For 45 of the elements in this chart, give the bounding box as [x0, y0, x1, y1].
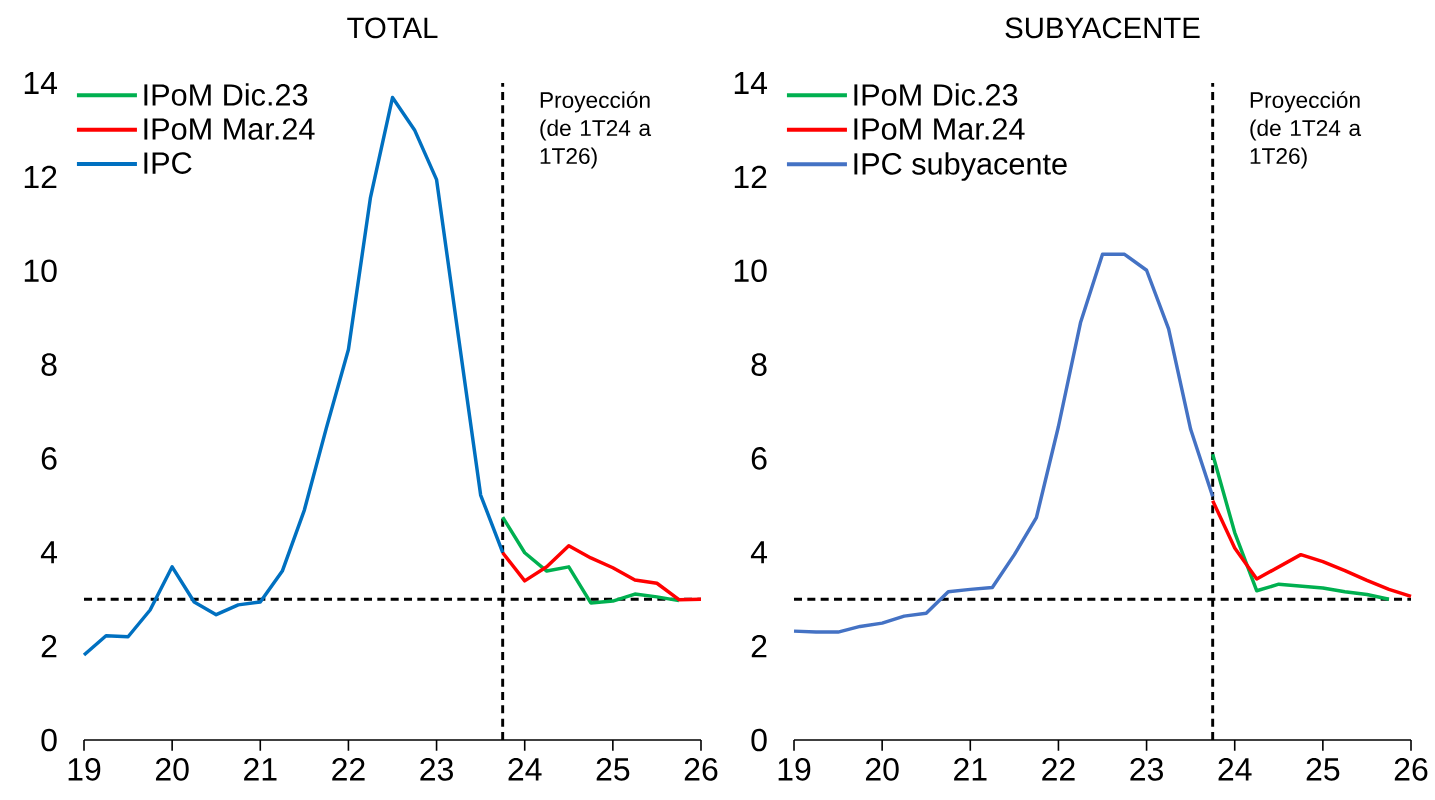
x-tick-label: 22 — [332, 758, 365, 781]
legend-label: IPoM Mar.24 — [144, 118, 315, 140]
y-tick-label: 4 — [750, 541, 768, 564]
y-tick-label: 10 — [734, 259, 767, 283]
legend-label: IPC subyacente — [854, 152, 1067, 181]
legend-label: IPC — [144, 152, 192, 174]
y-tick-label: 12 — [734, 165, 767, 189]
x-tick-label: 25 — [596, 758, 630, 781]
x-tick-label: 19 — [68, 758, 101, 781]
line-series — [792, 252, 1215, 634]
x-tick-label: 23 — [1130, 758, 1163, 781]
x-tick-label: 20 — [865, 758, 899, 781]
x-tick-label: 24 — [508, 758, 542, 781]
y-tick-label: 8 — [751, 353, 767, 376]
y-tick-label: 6 — [41, 447, 57, 470]
y-tick-label: 8 — [41, 353, 57, 376]
x-tick-label: 20 — [155, 758, 189, 781]
y-tick-label: 0 — [751, 728, 767, 752]
y-tick-label: 4 — [40, 541, 58, 564]
y-tick-label: 12 — [24, 165, 57, 189]
y-tick-label: 6 — [751, 447, 767, 470]
annotation: Proyección (de 1T24 a 1T26) — [540, 91, 652, 169]
line-series — [500, 543, 703, 602]
y-tick-label: 2 — [751, 634, 767, 658]
y-tick-label: 14 — [24, 71, 58, 94]
chart-title: SUBYACENTE — [1005, 17, 1200, 39]
line-series — [500, 515, 681, 605]
chart-title: TOTAL — [347, 17, 438, 39]
x-tick-label: 26 — [684, 758, 718, 781]
legend-label: IPoM Mar.24 — [854, 118, 1025, 140]
x-tick-label: 23 — [420, 758, 453, 781]
x-tick-label: 24 — [1218, 758, 1252, 781]
legend-label: IPoM Dic.23 — [144, 83, 308, 106]
x-tick-label: 21 — [954, 758, 987, 781]
x-tick-label: 21 — [244, 758, 277, 781]
x-tick-label: 19 — [778, 758, 811, 781]
y-tick-label: 14 — [734, 71, 768, 94]
x-tick-label: 25 — [1306, 758, 1340, 781]
legend-label: IPoM Dic.23 — [854, 83, 1018, 106]
y-tick-label: 10 — [24, 259, 57, 283]
annotation: Proyección (de 1T24 a 1T26) — [1250, 91, 1362, 169]
x-tick-label: 26 — [1394, 758, 1428, 781]
y-tick-label: 2 — [41, 634, 57, 658]
x-tick-label: 22 — [1042, 758, 1075, 781]
y-tick-label: 0 — [41, 728, 57, 752]
